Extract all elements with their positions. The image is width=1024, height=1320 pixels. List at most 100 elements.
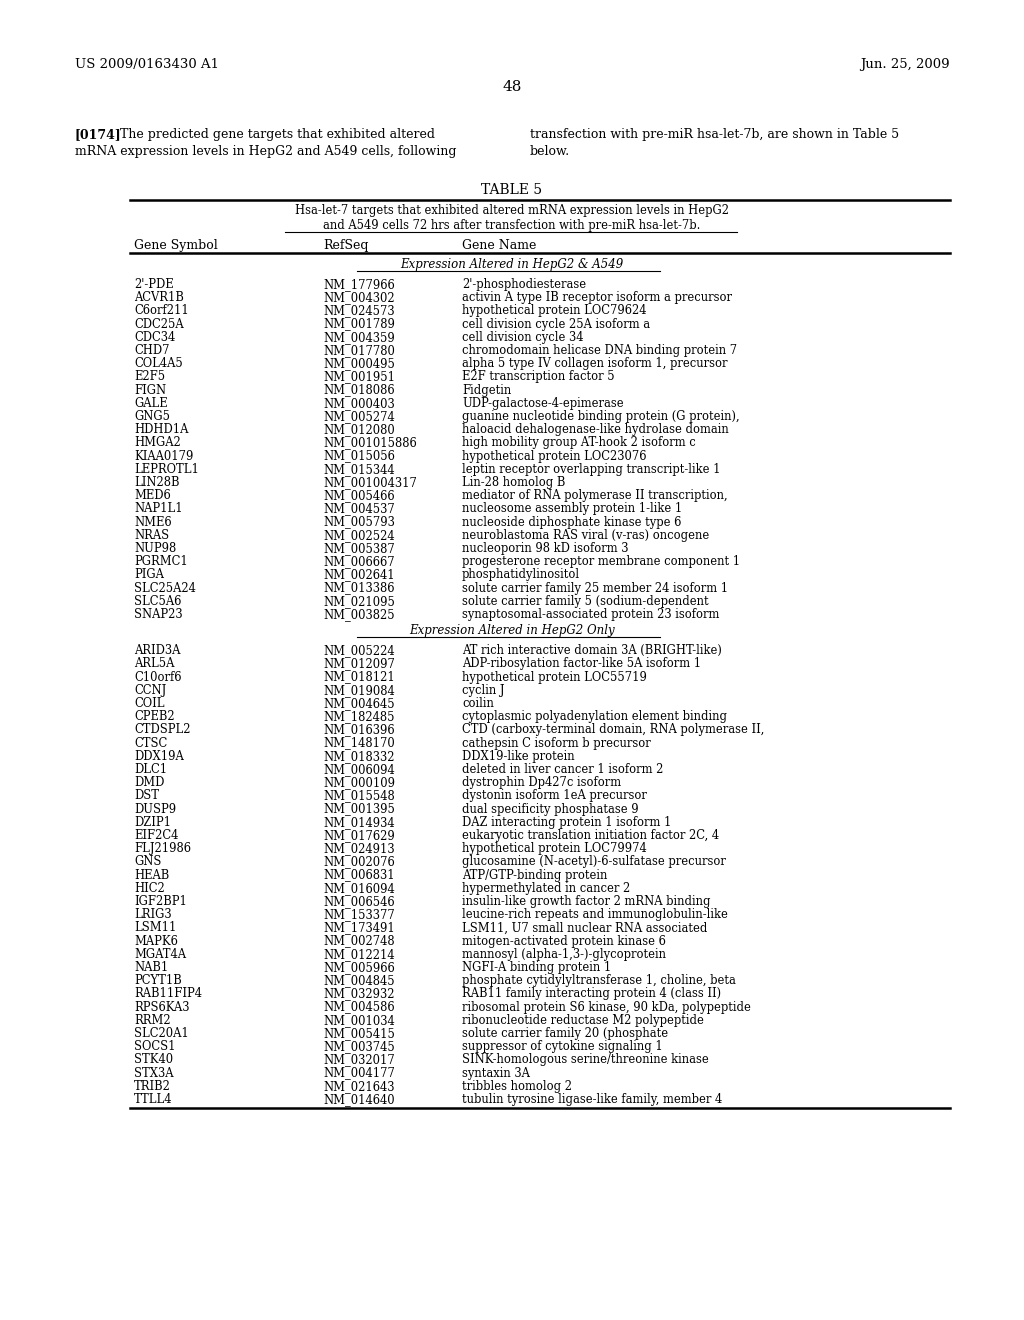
Text: nucleoporin 98 kD isoform 3: nucleoporin 98 kD isoform 3: [462, 543, 629, 554]
Text: FLJ21986: FLJ21986: [134, 842, 191, 855]
Text: NGFI-A binding protein 1: NGFI-A binding protein 1: [462, 961, 611, 974]
Text: solute carrier family 5 (sodium-dependent: solute carrier family 5 (sodium-dependen…: [462, 595, 709, 607]
Text: progesterone receptor membrane component 1: progesterone receptor membrane component…: [462, 556, 740, 568]
Text: NM_004537: NM_004537: [323, 503, 394, 515]
Text: KIAA0179: KIAA0179: [134, 450, 194, 462]
Text: mRNA expression levels in HepG2 and A549 cells, following: mRNA expression levels in HepG2 and A549…: [75, 145, 457, 158]
Text: NM_019084: NM_019084: [323, 684, 394, 697]
Text: The predicted gene targets that exhibited altered: The predicted gene targets that exhibite…: [120, 128, 435, 141]
Text: SINK-homologous serine/threonine kinase: SINK-homologous serine/threonine kinase: [462, 1053, 709, 1067]
Text: cyclin J: cyclin J: [462, 684, 505, 697]
Text: NM_017780: NM_017780: [323, 345, 395, 356]
Text: AT rich interactive domain 3A (BRIGHT-like): AT rich interactive domain 3A (BRIGHT-li…: [462, 644, 722, 657]
Text: below.: below.: [530, 145, 570, 158]
Text: NRAS: NRAS: [134, 529, 169, 541]
Text: FIGN: FIGN: [134, 384, 166, 396]
Text: DDX19-like protein: DDX19-like protein: [462, 750, 574, 763]
Text: NM_173491: NM_173491: [323, 921, 394, 935]
Text: 48: 48: [503, 81, 521, 94]
Text: ATP/GTP-binding protein: ATP/GTP-binding protein: [462, 869, 607, 882]
Text: [0174]: [0174]: [75, 128, 122, 141]
Text: synaptosomal-associated protein 23 isoform: synaptosomal-associated protein 23 isofo…: [462, 609, 720, 620]
Text: guanine nucleotide binding protein (G protein),: guanine nucleotide binding protein (G pr…: [462, 411, 739, 422]
Text: GNG5: GNG5: [134, 411, 170, 422]
Text: mannosyl (alpha-1,3-)-glycoprotein: mannosyl (alpha-1,3-)-glycoprotein: [462, 948, 666, 961]
Text: Expression Altered in HepG2 & A549: Expression Altered in HepG2 & A549: [400, 257, 624, 271]
Text: phosphatidylinositol: phosphatidylinositol: [462, 569, 581, 581]
Text: DMD: DMD: [134, 776, 165, 789]
Text: NM_015548: NM_015548: [323, 789, 394, 803]
Text: tubulin tyrosine ligase-like family, member 4: tubulin tyrosine ligase-like family, mem…: [462, 1093, 722, 1106]
Text: NM_032932: NM_032932: [323, 987, 394, 1001]
Text: STK40: STK40: [134, 1053, 173, 1067]
Text: UDP-galactose-4-epimerase: UDP-galactose-4-epimerase: [462, 397, 624, 409]
Text: NM_001951: NM_001951: [323, 371, 395, 383]
Text: 2'-PDE: 2'-PDE: [134, 279, 174, 290]
Text: NM_015056: NM_015056: [323, 450, 395, 462]
Text: NM_177966: NM_177966: [323, 279, 394, 290]
Text: PIGA: PIGA: [134, 569, 164, 581]
Text: NM_000403: NM_000403: [323, 397, 394, 409]
Text: ARL5A: ARL5A: [134, 657, 174, 671]
Text: NM_016396: NM_016396: [323, 723, 394, 737]
Text: RAB11FIP4: RAB11FIP4: [134, 987, 202, 1001]
Text: chromodomain helicase DNA binding protein 7: chromodomain helicase DNA binding protei…: [462, 345, 737, 356]
Text: and A549 cells 72 hrs after transfection with pre-miR hsa-let-7b.: and A549 cells 72 hrs after transfection…: [324, 219, 700, 232]
Text: C6orf211: C6orf211: [134, 305, 188, 317]
Text: NM_002748: NM_002748: [323, 935, 394, 948]
Text: NM_004645: NM_004645: [323, 697, 394, 710]
Text: NM_002524: NM_002524: [323, 529, 394, 541]
Text: SLC20A1: SLC20A1: [134, 1027, 188, 1040]
Text: high mobility group AT-hook 2 isoform c: high mobility group AT-hook 2 isoform c: [462, 437, 695, 449]
Text: ribosomal protein S6 kinase, 90 kDa, polypeptide: ribosomal protein S6 kinase, 90 kDa, pol…: [462, 1001, 751, 1014]
Text: DLC1: DLC1: [134, 763, 167, 776]
Text: NM_032017: NM_032017: [323, 1053, 394, 1067]
Text: NM_004586: NM_004586: [323, 1001, 394, 1014]
Text: NM_005387: NM_005387: [323, 543, 394, 554]
Text: NM_001034: NM_001034: [323, 1014, 394, 1027]
Text: NM_005466: NM_005466: [323, 490, 394, 502]
Text: NM_006667: NM_006667: [323, 556, 394, 568]
Text: TABLE 5: TABLE 5: [481, 183, 543, 197]
Text: hypermethylated in cancer 2: hypermethylated in cancer 2: [462, 882, 630, 895]
Text: DDX19A: DDX19A: [134, 750, 183, 763]
Text: NM_015344: NM_015344: [323, 463, 394, 475]
Text: GALE: GALE: [134, 397, 168, 409]
Text: NM_000495: NM_000495: [323, 358, 395, 370]
Text: NM_005966: NM_005966: [323, 961, 394, 974]
Text: NM_021643: NM_021643: [323, 1080, 394, 1093]
Text: Hsa-let-7 targets that exhibited altered mRNA expression levels in HepG2: Hsa-let-7 targets that exhibited altered…: [295, 205, 729, 216]
Text: coilin: coilin: [462, 697, 494, 710]
Text: LRIG3: LRIG3: [134, 908, 172, 921]
Text: US 2009/0163430 A1: US 2009/0163430 A1: [75, 58, 219, 71]
Text: NM_006546: NM_006546: [323, 895, 394, 908]
Text: NM_004359: NM_004359: [323, 331, 394, 343]
Text: NM_005224: NM_005224: [323, 644, 394, 657]
Text: NM_004845: NM_004845: [323, 974, 394, 987]
Text: NM_012214: NM_012214: [323, 948, 394, 961]
Text: DZIP1: DZIP1: [134, 816, 171, 829]
Text: HEAB: HEAB: [134, 869, 169, 882]
Text: STX3A: STX3A: [134, 1067, 173, 1080]
Text: cell division cycle 25A isoform a: cell division cycle 25A isoform a: [462, 318, 650, 330]
Text: NUP98: NUP98: [134, 543, 176, 554]
Text: tribbles homolog 2: tribbles homolog 2: [462, 1080, 572, 1093]
Text: NM_003745: NM_003745: [323, 1040, 394, 1053]
Text: cytoplasmic polyadenylation element binding: cytoplasmic polyadenylation element bind…: [462, 710, 727, 723]
Text: Gene Name: Gene Name: [462, 239, 537, 252]
Text: NM_017629: NM_017629: [323, 829, 394, 842]
Text: CTD (carboxy-terminal domain, RNA polymerase II,: CTD (carboxy-terminal domain, RNA polyme…: [462, 723, 764, 737]
Text: RRM2: RRM2: [134, 1014, 171, 1027]
Text: TRIB2: TRIB2: [134, 1080, 171, 1093]
Text: leptin receptor overlapping transcript-like 1: leptin receptor overlapping transcript-l…: [462, 463, 721, 475]
Text: solute carrier family 25 member 24 isoform 1: solute carrier family 25 member 24 isofo…: [462, 582, 728, 594]
Text: eukaryotic translation initiation factor 2C, 4: eukaryotic translation initiation factor…: [462, 829, 719, 842]
Text: insulin-like growth factor 2 mRNA binding: insulin-like growth factor 2 mRNA bindin…: [462, 895, 711, 908]
Text: ARID3A: ARID3A: [134, 644, 180, 657]
Text: HDHD1A: HDHD1A: [134, 424, 188, 436]
Text: transfection with pre-miR hsa-let-7b, are shown in Table 5: transfection with pre-miR hsa-let-7b, ar…: [530, 128, 899, 141]
Text: cathepsin C isoform b precursor: cathepsin C isoform b precursor: [462, 737, 650, 750]
Text: NM_004177: NM_004177: [323, 1067, 395, 1080]
Text: leucine-rich repeats and immunoglobulin-like: leucine-rich repeats and immunoglobulin-…: [462, 908, 728, 921]
Text: HIC2: HIC2: [134, 882, 165, 895]
